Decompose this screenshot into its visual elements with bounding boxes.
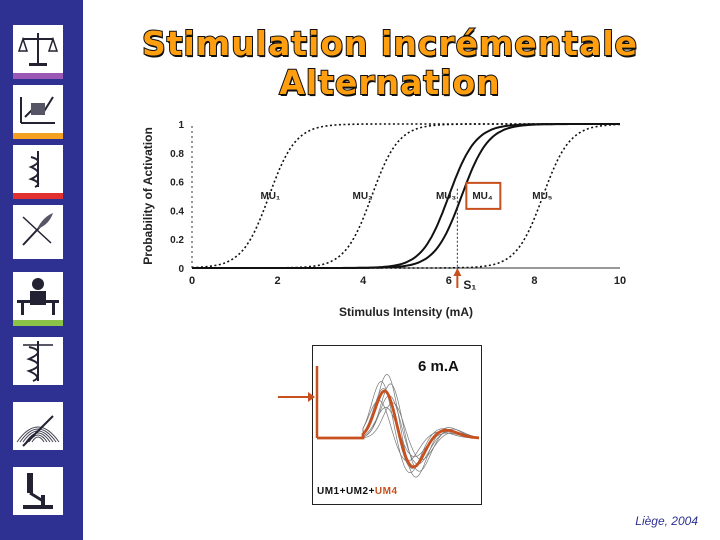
sidebar xyxy=(0,0,83,540)
waveform-trace xyxy=(317,400,479,462)
series-label: MU₁ xyxy=(260,191,280,202)
scales-icon[interactable] xyxy=(13,25,63,79)
icon-color-bar xyxy=(13,320,63,326)
x-axis-label: Stimulus Intensity (mA) xyxy=(339,305,473,319)
marker-arrowhead xyxy=(453,268,462,276)
y-axis-label: Probability of Activation xyxy=(141,127,155,265)
curve-mu5 xyxy=(192,123,620,269)
chart-icon-glyph xyxy=(20,96,55,124)
y-tick-label: 0.8 xyxy=(170,149,184,160)
series-label: MU₃ xyxy=(436,191,457,202)
curve-mu4 xyxy=(192,123,620,269)
inset-caption: UM1+UM2+UM4 xyxy=(317,486,398,497)
caduceus-icon-glyph xyxy=(28,151,40,188)
y-tick-label: 0.2 xyxy=(170,235,184,246)
person-desk-icon-glyph xyxy=(17,278,59,315)
y-tick-label: 0 xyxy=(178,264,184,275)
inset-caption-highlight: UM4 xyxy=(374,486,398,497)
curve-mu3 xyxy=(192,123,620,269)
quill-icon-glyph xyxy=(22,213,53,246)
y-tick-label: 1 xyxy=(178,120,184,131)
x-tick-label: 8 xyxy=(531,275,537,287)
caduceus-snakes-icon[interactable] xyxy=(13,337,63,391)
series-label: MU₅ xyxy=(532,191,553,202)
title-line-1: Stimulation incrémentale xyxy=(141,23,639,64)
emg-inset: 6 m.A UM1+UM2+UM4 xyxy=(312,345,482,505)
quill-icon[interactable] xyxy=(13,205,63,259)
inset-intensity-label: 6 m.A xyxy=(418,358,459,375)
scales-icon-glyph xyxy=(17,33,59,66)
series-label: MU₄ xyxy=(472,191,493,202)
icon-color-bar xyxy=(13,253,63,259)
y-tick-label: 0.4 xyxy=(170,206,184,217)
highlight-box xyxy=(465,181,502,210)
x-tick-label: 0 xyxy=(189,275,195,287)
x-tick-label: 10 xyxy=(614,275,626,287)
icon-color-bar xyxy=(13,450,63,456)
x-tick-label: 2 xyxy=(275,275,281,287)
icon-color-bar xyxy=(13,515,63,521)
activation-chart: 0 2 4 6 8 10 0 0.2 0.4 0.6 0.8 1 Stimulus Intensity … xyxy=(141,120,626,319)
icon-color-bar xyxy=(13,73,63,79)
waveform-trace xyxy=(317,383,480,472)
stimulus-arrow-icon xyxy=(278,392,315,402)
microscope-icon-glyph xyxy=(23,473,53,509)
footer-location-date: Liège, 2004 xyxy=(635,514,698,528)
emg-waveforms xyxy=(315,366,480,478)
title-line-2: Alternation xyxy=(278,63,501,103)
hands-icon-glyph xyxy=(16,415,60,447)
microscope-icon[interactable] xyxy=(13,467,63,521)
icon-color-bar xyxy=(13,385,63,391)
y-tick-label: 0.6 xyxy=(170,178,184,189)
chart-icon[interactable] xyxy=(13,85,63,139)
marker-label: S₁ xyxy=(463,278,476,292)
mean-waveform xyxy=(317,389,479,469)
inset-caption-prefix: UM1+UM2+ xyxy=(317,486,375,497)
series-label: MU₂ xyxy=(353,191,373,202)
x-tick-label: 4 xyxy=(360,275,367,287)
person-desk-icon[interactable] xyxy=(13,272,63,326)
hands-icon[interactable] xyxy=(13,402,63,456)
curve-mu1 xyxy=(192,123,620,269)
caduceus-icon[interactable] xyxy=(13,145,63,199)
icon-color-bar xyxy=(13,193,63,199)
waveform-trace xyxy=(317,374,480,478)
curve-mu2 xyxy=(192,123,620,269)
icon-color-bar xyxy=(13,133,63,139)
caduceus-snakes-icon-glyph xyxy=(23,341,53,382)
x-tick-label: 6 xyxy=(446,275,452,287)
page-title: Stimulation incrémentale Alternation xyxy=(100,23,680,103)
